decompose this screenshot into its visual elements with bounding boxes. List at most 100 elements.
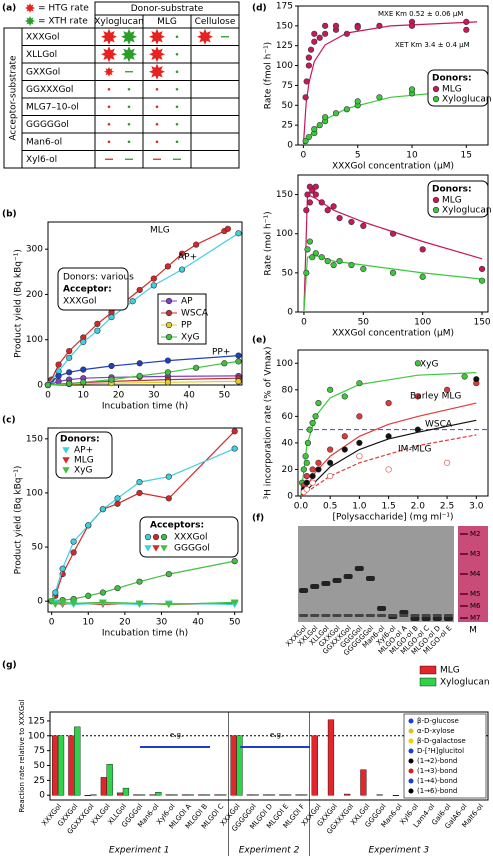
point <box>312 183 319 190</box>
point <box>408 22 416 29</box>
point <box>356 413 363 420</box>
row-name: XLLGol <box>26 50 57 60</box>
rate-dot <box>175 70 179 74</box>
point <box>408 86 416 93</box>
column-name: Xyloglucan <box>94 17 144 27</box>
point <box>389 269 397 276</box>
point <box>341 446 348 453</box>
gel-band <box>432 614 442 617</box>
point <box>51 601 60 609</box>
key-symbol <box>408 738 414 744</box>
point <box>463 26 470 33</box>
x-tick-label: 1.5 <box>381 502 395 512</box>
gel-band <box>321 581 331 586</box>
point <box>304 191 311 198</box>
y-tick-label: 150 <box>276 21 293 31</box>
series-label: AP+ <box>178 253 197 263</box>
y-tick-label: 100 <box>26 488 43 498</box>
point <box>303 78 310 85</box>
bar <box>106 764 113 796</box>
bar <box>74 726 81 796</box>
legend-label: Xyloglucan <box>440 678 490 688</box>
panel-label: (e) <box>252 336 266 346</box>
bar <box>100 777 107 796</box>
point <box>94 327 101 334</box>
point <box>327 446 334 453</box>
point <box>478 277 486 284</box>
point <box>306 238 313 245</box>
rate-dot <box>175 35 179 39</box>
row-name: Xyl6-ol <box>26 155 57 165</box>
point <box>322 30 329 37</box>
fit-curve <box>300 402 477 497</box>
column-header: Donor-substrate <box>131 4 204 14</box>
point <box>419 246 426 253</box>
point <box>62 447 70 454</box>
series-label: Barley MLG <box>410 392 461 402</box>
y-tick-label: 300 <box>26 245 43 255</box>
gel-band <box>410 616 420 621</box>
point <box>136 489 143 497</box>
point <box>305 133 312 141</box>
y-axis-label: ³H incorporation rate (% of Vmax) <box>264 346 274 499</box>
gel-band <box>421 614 431 617</box>
key-symbol <box>408 748 414 754</box>
legend-star <box>25 16 35 26</box>
point <box>80 366 87 373</box>
gel-band <box>399 610 409 615</box>
y-tick-label: 75 <box>282 81 293 91</box>
point <box>165 495 172 502</box>
legend-label: MLG <box>74 456 94 466</box>
rate-dot <box>175 105 179 109</box>
bar <box>52 735 59 796</box>
series-label: WSCA <box>425 420 453 430</box>
y-axis-label: Reaction rate relative to XXXGol <box>18 699 26 812</box>
x-tick-label: 40 <box>183 391 195 401</box>
point <box>332 110 340 117</box>
point <box>66 380 73 387</box>
point <box>129 298 136 305</box>
point <box>315 459 322 466</box>
point <box>99 589 107 596</box>
point <box>327 459 334 466</box>
marker-band <box>460 593 468 595</box>
x-tick-label: 10 <box>83 618 95 628</box>
point <box>432 95 440 103</box>
rate-dot <box>155 87 159 91</box>
point <box>360 265 367 273</box>
y-tick-label: 50 <box>34 761 46 771</box>
gel-image <box>298 526 454 622</box>
legend-label: MLG <box>442 196 462 206</box>
rate-star <box>197 28 213 45</box>
row-name: GGXXXGol <box>26 85 73 95</box>
rate-star <box>101 28 117 45</box>
y-tick-label: 50 <box>282 101 294 111</box>
bar <box>187 794 194 796</box>
legend-label: WSCA <box>181 309 209 319</box>
y-tick-label: 100 <box>28 731 45 741</box>
point <box>473 376 480 383</box>
point <box>309 254 316 261</box>
row-header: Acceptor-substrate <box>9 55 19 141</box>
plot-frame <box>47 221 243 386</box>
key-label: α-D-xylose <box>417 727 455 735</box>
key-label: (1→3)-bond <box>417 767 457 775</box>
rate-dot <box>175 140 179 144</box>
legend-title: Donors: <box>432 185 472 195</box>
point <box>165 473 172 480</box>
point <box>327 386 334 393</box>
column-name: MLG <box>157 17 177 27</box>
point <box>108 313 115 321</box>
point <box>303 459 310 466</box>
point <box>165 309 173 317</box>
point <box>316 122 323 129</box>
gel-band <box>354 566 364 571</box>
rate-dot <box>107 140 111 144</box>
column-name: Cellulose <box>195 17 236 27</box>
panel-label: (a) <box>2 4 16 14</box>
y-tick-label: 80 <box>282 385 294 395</box>
point <box>66 347 73 355</box>
point <box>70 538 77 545</box>
gel-band <box>432 616 442 621</box>
y-tick-label: 125 <box>276 41 293 51</box>
